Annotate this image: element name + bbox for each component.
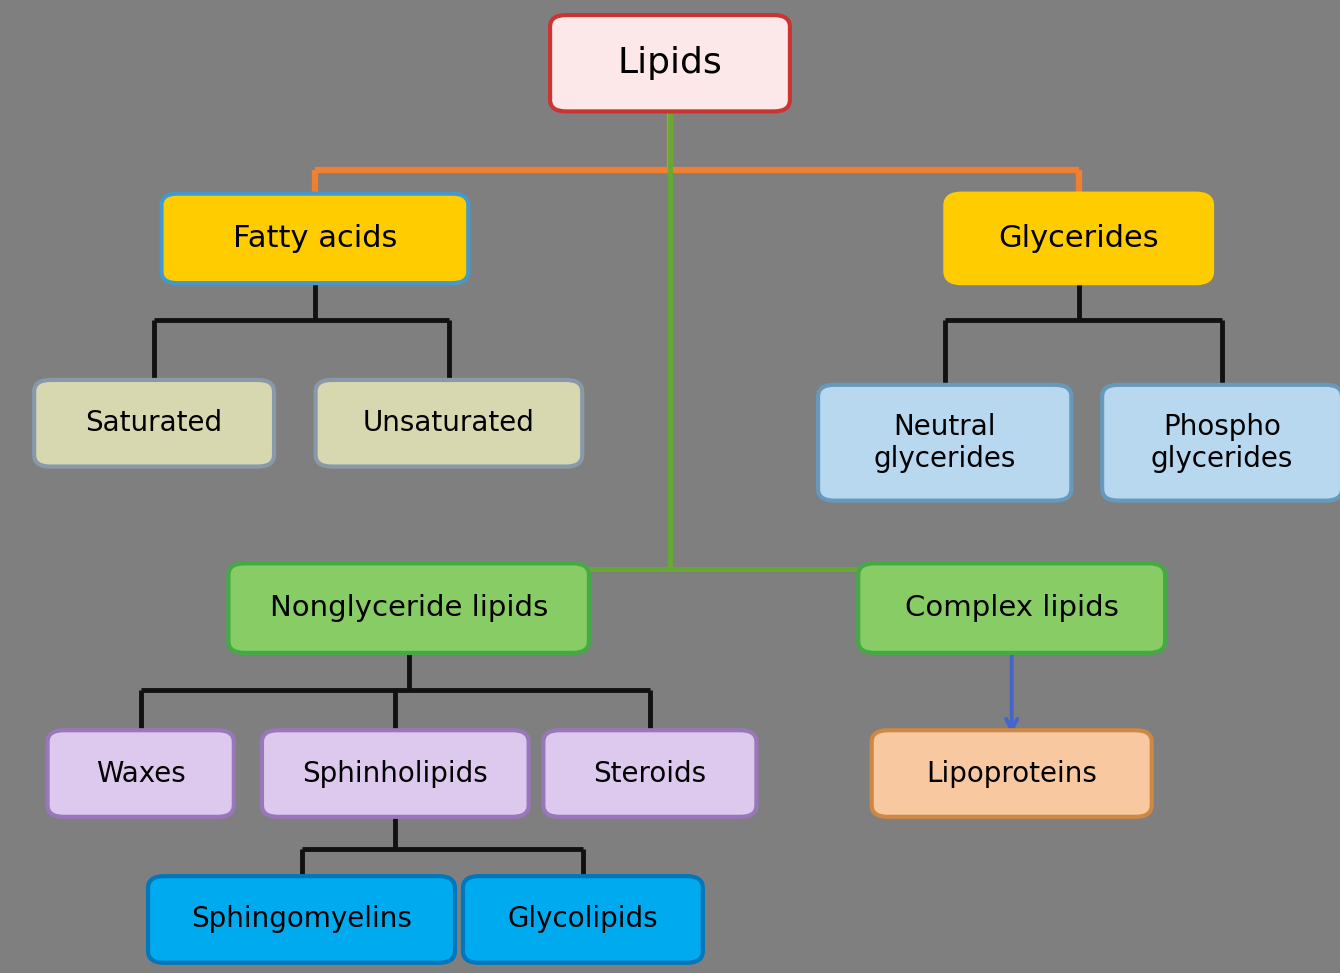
Text: Unsaturated: Unsaturated [363,410,535,437]
Text: Saturated: Saturated [86,410,222,437]
Text: Glycerides: Glycerides [998,224,1159,253]
Text: Lipoproteins: Lipoproteins [926,760,1097,787]
FancyBboxPatch shape [162,194,469,283]
Text: Waxes: Waxes [96,760,185,787]
FancyBboxPatch shape [871,730,1152,817]
Text: Steroids: Steroids [594,760,706,787]
FancyBboxPatch shape [549,15,789,111]
Text: Fatty acids: Fatty acids [233,224,397,253]
FancyBboxPatch shape [1103,384,1340,500]
Text: Sphinholipids: Sphinholipids [303,760,488,787]
Text: Glycolipids: Glycolipids [508,906,658,933]
FancyBboxPatch shape [261,730,528,817]
FancyBboxPatch shape [946,194,1211,283]
Text: Neutral
glycerides: Neutral glycerides [874,413,1016,473]
Text: Nonglyceride lipids: Nonglyceride lipids [269,595,548,622]
FancyBboxPatch shape [316,380,582,467]
Text: Complex lipids: Complex lipids [905,595,1119,622]
FancyBboxPatch shape [817,384,1072,500]
FancyBboxPatch shape [544,730,756,817]
FancyBboxPatch shape [858,563,1164,653]
Text: Sphingomyelins: Sphingomyelins [192,906,411,933]
FancyBboxPatch shape [228,563,588,653]
FancyBboxPatch shape [35,380,273,467]
Text: Phospho
glycerides: Phospho glycerides [1151,413,1293,473]
FancyBboxPatch shape [464,876,702,963]
FancyBboxPatch shape [47,730,233,817]
FancyBboxPatch shape [149,876,456,963]
Text: Lipids: Lipids [618,47,722,80]
